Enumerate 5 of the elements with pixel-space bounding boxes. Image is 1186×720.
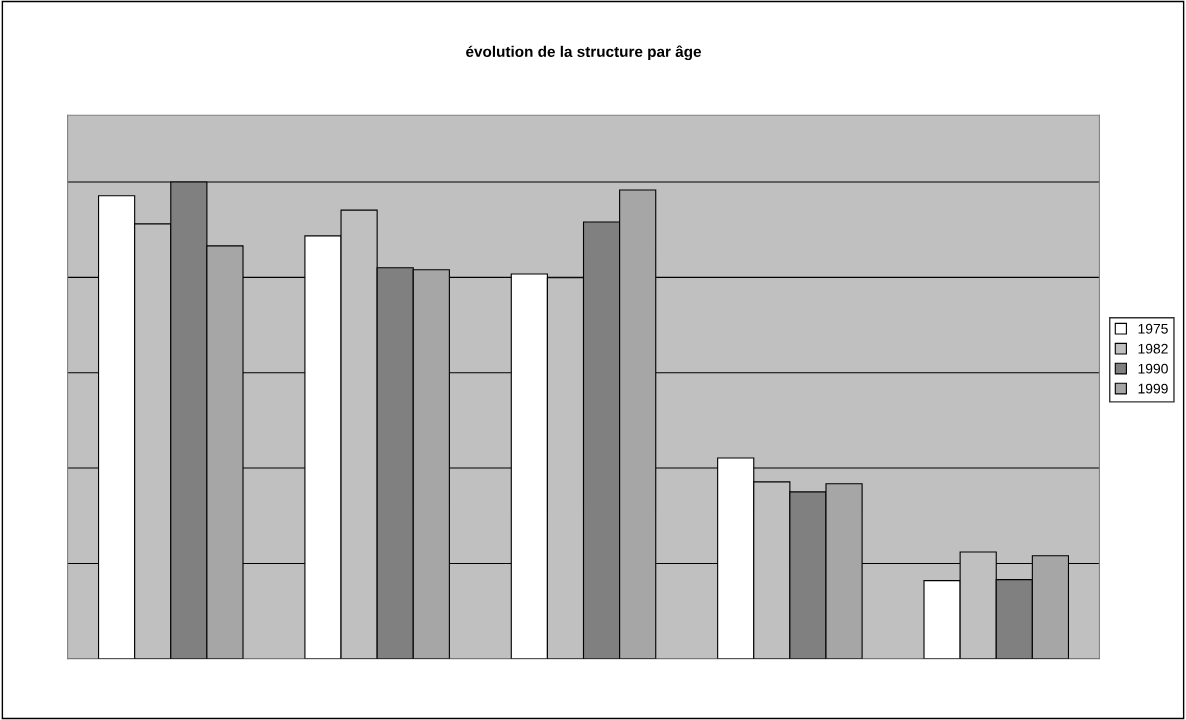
chart-title: évolution de la structure par âge [466,45,702,61]
legend-label: 1975 [1138,323,1168,334]
legend-label: 1990 [1138,363,1168,374]
legend-label: 1999 [1138,383,1168,394]
legend-label: 1982 [1138,343,1168,354]
